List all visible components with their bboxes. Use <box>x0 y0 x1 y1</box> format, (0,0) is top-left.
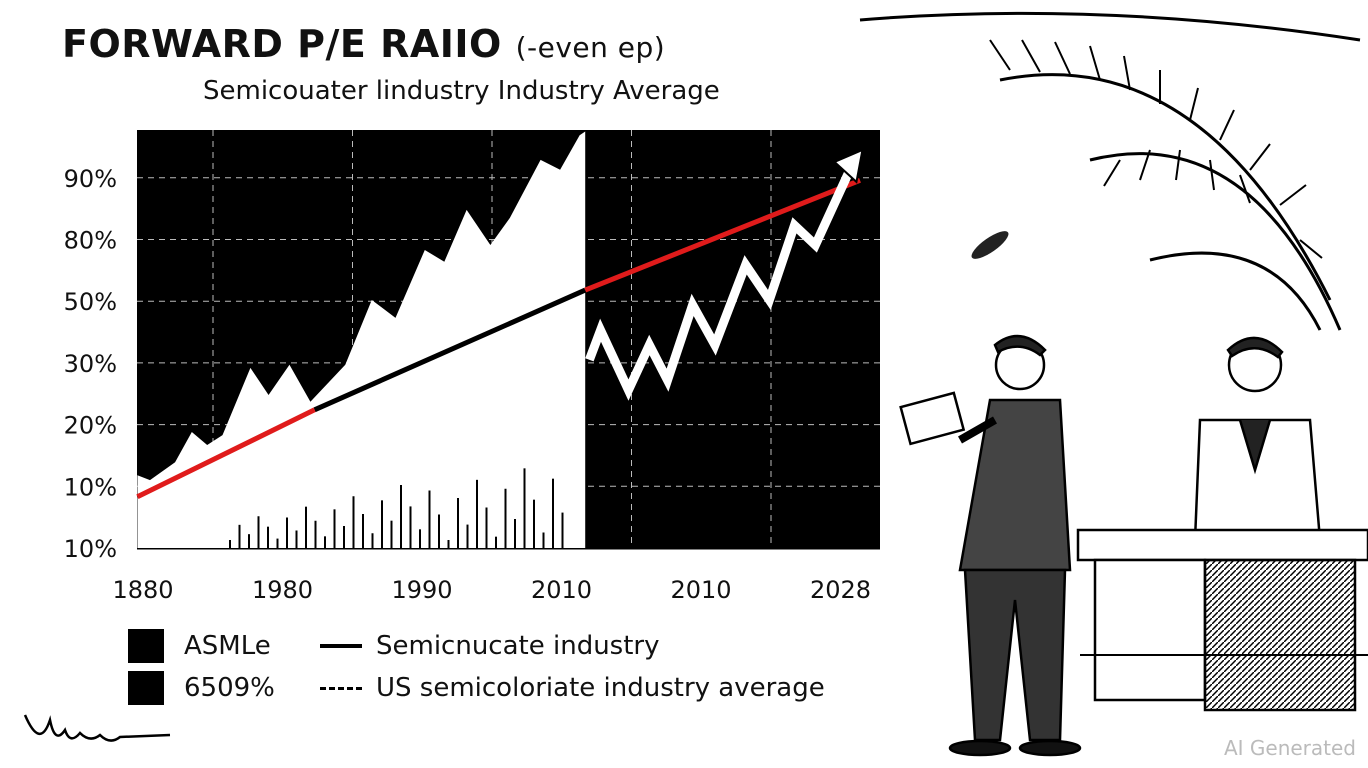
title-main: FORWARD P/E RAIIO <box>62 22 502 66</box>
y-tick-label: 90% <box>64 165 117 193</box>
y-tick-label: 10% <box>64 473 117 501</box>
title-suffix: (-even ep) <box>515 31 666 64</box>
legend-label: 6509% <box>184 673 275 703</box>
legend-swatch-solid-line <box>320 644 362 648</box>
line-series-4 <box>585 158 859 401</box>
palm-leaves-icon <box>859 11 1361 331</box>
legend-swatch-square <box>128 629 164 663</box>
legend-label: Semicnucate industry <box>376 631 660 661</box>
line-series-2 <box>136 407 316 500</box>
signature <box>23 714 171 742</box>
x-tick-label: 1980 <box>252 576 313 604</box>
line-series-3 <box>584 177 861 293</box>
y-tick-label: 50% <box>64 288 117 316</box>
y-tick-label: 30% <box>64 350 117 378</box>
y-tick-label: 10% <box>64 535 117 563</box>
y-tick-label: 80% <box>64 227 117 255</box>
x-tick-label: 2010 <box>670 576 731 604</box>
x-tick-label: 1990 <box>391 576 452 604</box>
y-tick-label: 20% <box>64 412 117 440</box>
chart-title: FORWARD P/E RAIIO (-even ep) <box>62 22 665 66</box>
seated-man-at-desk <box>1076 336 1368 712</box>
standing-man <box>899 335 1082 757</box>
line-series-1 <box>313 287 587 413</box>
x-tick-label: 2028 <box>810 576 871 604</box>
legend-swatch-square <box>128 671 164 705</box>
chart-subtitle: Semicouater lindustry Industry Average <box>203 76 720 106</box>
x-tick-label: 2010 <box>531 576 592 604</box>
legend-swatch-dashed-line <box>320 686 362 690</box>
illustration-businessmen <box>859 11 1368 757</box>
legend-label: US semicoloriate industry average <box>376 673 825 703</box>
x-tick-label: 1880 <box>112 576 173 604</box>
arrow-head-icon <box>832 148 864 184</box>
watermark: AI Generated <box>1223 736 1356 760</box>
legend: ASMLe Semicnucate industry 6509% US semi… <box>128 625 825 709</box>
bird-icon <box>971 231 1009 259</box>
legend-label: ASMLe <box>184 631 271 661</box>
